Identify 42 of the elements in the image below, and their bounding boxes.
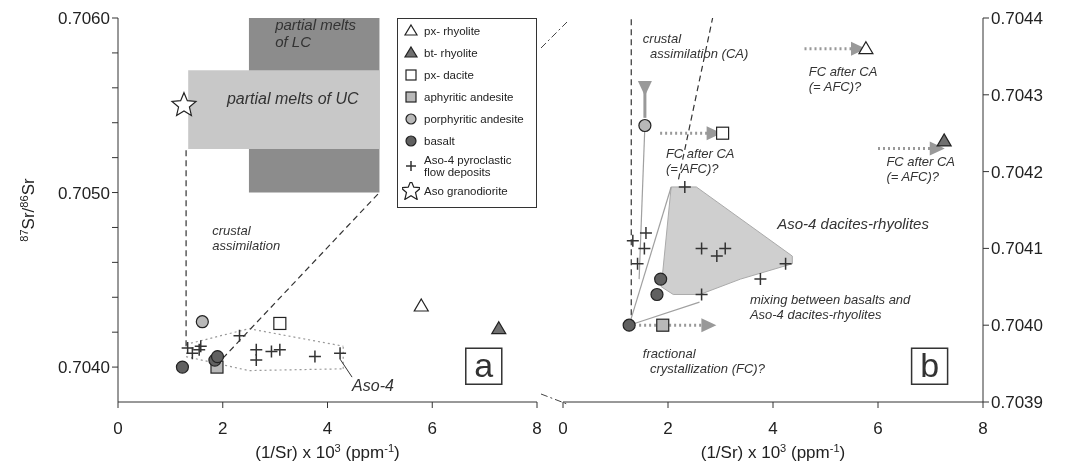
- y2-tick-label: 0.7043: [991, 85, 1043, 105]
- annotation: Aso-4: [351, 377, 394, 395]
- legend-label: aphyritic andesite: [424, 91, 514, 103]
- annotation: mixing between basalts and Aso-4 dacites-rhyolites: [748, 292, 912, 323]
- x-tick-label: 2: [663, 419, 673, 439]
- annotation: crustal assimilation: [212, 222, 281, 253]
- annotation: partial melts of LC: [274, 15, 357, 50]
- y2-tick-label: 0.7044: [991, 9, 1043, 29]
- y-tick-label: 0.7050: [58, 183, 110, 203]
- x-tick-label: 0: [113, 419, 123, 439]
- legend-label: porphyritic andesite: [424, 113, 524, 125]
- legend-label: Aso granodiorite: [424, 185, 508, 197]
- y2-tick-label: 0.7042: [991, 162, 1043, 182]
- annotation: a: [474, 346, 494, 385]
- annotation: FC after CA (= AFC)?: [808, 63, 878, 94]
- annotation: FC after CA (= AFC)?: [665, 146, 735, 177]
- x-tick-label: 8: [978, 419, 988, 439]
- y2-tick-label: 0.7041: [991, 239, 1043, 259]
- y-tick-label: 0.7040: [58, 358, 110, 378]
- annotation: partial melts of UC: [225, 90, 359, 108]
- x-tick-label: 0: [558, 419, 568, 439]
- y2-tick-label: 0.7040: [991, 316, 1043, 336]
- annotation: crustal assimilation (CA): [642, 30, 749, 61]
- x-tick-label: 2: [218, 419, 228, 439]
- x-axis-title: (1/Sr) x 10$^{3}$ (ppm$^{-1}$): [700, 442, 846, 462]
- x-tick-label: 6: [873, 419, 883, 439]
- annotation: Aso-4 dacites-rhyolites: [776, 215, 930, 233]
- y-tick-label: 0.7060: [58, 9, 110, 29]
- legend-label: px- dacite: [424, 69, 474, 81]
- x-tick-label: 4: [768, 419, 778, 439]
- y2-tick-label: 0.7039: [991, 393, 1043, 413]
- legend-label: Aso-4 pyroclastic flow deposits: [424, 154, 513, 178]
- x-tick-label: 4: [322, 419, 333, 439]
- x-axis-title: (1/Sr) x 10$^{3}$ (ppm$^{-1}$): [255, 442, 400, 462]
- annotation: FC after CA (= AFC)?: [886, 153, 956, 184]
- x-tick-label: 6: [427, 419, 437, 439]
- legend-label: basalt: [424, 135, 455, 147]
- legend-label: px- rhyolite: [424, 25, 481, 37]
- annotation: b: [920, 346, 940, 385]
- legend-label: bt- rhyolite: [424, 47, 478, 59]
- x-tick-label: 8: [532, 419, 542, 439]
- annotation: fractional crystallization (FC)?: [642, 345, 766, 376]
